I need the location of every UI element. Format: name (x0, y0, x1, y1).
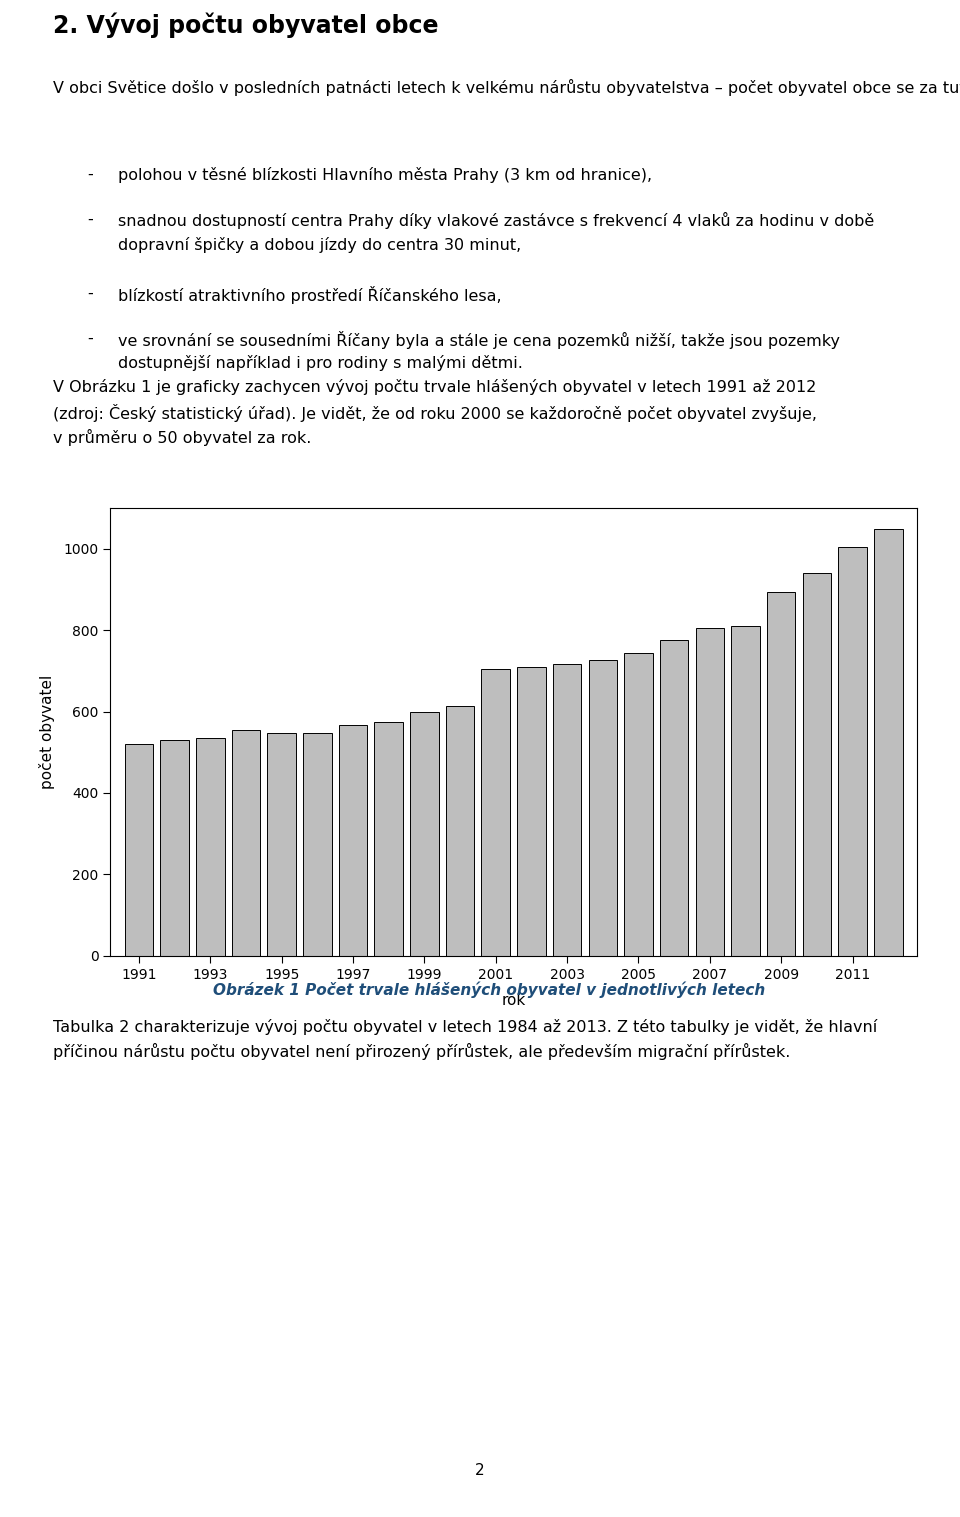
Bar (803, 573, 831, 956)
Bar (624, 652, 653, 956)
Bar (874, 528, 902, 956)
Bar (196, 739, 225, 956)
Text: V Obrázku 1 je graficky zachycen vývoj počtu trvale hlášených obyvatel v letech : V Obrázku 1 je graficky zachycen vývoj p… (53, 379, 817, 446)
Bar (588, 660, 617, 956)
Text: Obrázek 1 Počet trvale hlášených obyvatel v jednotlivých letech: Obrázek 1 Počet trvale hlášených obyvate… (213, 981, 766, 998)
Text: -: - (87, 285, 93, 300)
Text: polohou v těsné blízkosti Hlavního města Prahy (3 km od hranice),: polohou v těsné blízkosti Hlavního města… (118, 167, 653, 184)
Text: dostupnější například i pro rodiny s malými dětmi.: dostupnější například i pro rodiny s mal… (118, 355, 523, 372)
Bar (374, 722, 403, 956)
Text: -: - (87, 167, 93, 182)
Text: blízkostí atraktivního prostředí Říčanského lesa,: blízkostí atraktivního prostředí Říčansk… (118, 285, 502, 303)
Text: -: - (87, 331, 93, 346)
Bar (660, 640, 688, 956)
Text: Tabulka 2 charakterizuje vývoj počtu obyvatel v letech 1984 až 2013. Z této tabu: Tabulka 2 charakterizuje vývoj počtu oby… (53, 1019, 877, 1060)
Text: dopravní špičky a dobou jízdy do centra 30 minut,: dopravní špičky a dobou jízdy do centra … (118, 237, 521, 253)
Bar (268, 733, 296, 956)
Bar (231, 730, 260, 956)
Bar (160, 740, 189, 956)
Bar (517, 667, 545, 956)
Text: ve srovnání se sousedními Říčany byla a stále je cena pozemků nižší, takže jsou : ve srovnání se sousedními Říčany byla a … (118, 331, 840, 349)
Y-axis label: počet obyvatel: počet obyvatel (39, 675, 55, 789)
Text: snadnou dostupností centra Prahy díky vlakové zastávce s frekvencí 4 vlaků za ho: snadnou dostupností centra Prahy díky vl… (118, 212, 875, 229)
Text: 2: 2 (475, 1464, 485, 1478)
Bar (303, 733, 331, 956)
Text: V obci Světice došlo v posledních patnácti letech k velkému nárůstu obyvatelstva: V obci Světice došlo v posledních patnác… (53, 79, 960, 96)
Text: 2. Vývoj počtu obyvatel obce: 2. Vývoj počtu obyvatel obce (53, 12, 439, 38)
Bar (732, 627, 759, 956)
Bar (125, 745, 154, 956)
Bar (445, 705, 474, 956)
Bar (482, 669, 510, 956)
Bar (767, 592, 796, 956)
X-axis label: rok: rok (501, 992, 526, 1007)
Bar (696, 628, 724, 956)
Bar (838, 546, 867, 956)
Bar (410, 711, 439, 956)
Text: -: - (87, 212, 93, 228)
Bar (339, 725, 368, 956)
Bar (553, 663, 582, 956)
